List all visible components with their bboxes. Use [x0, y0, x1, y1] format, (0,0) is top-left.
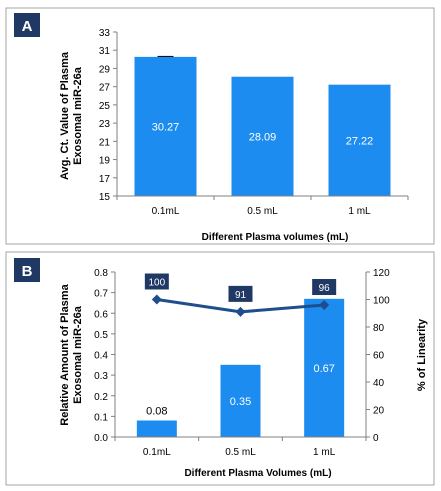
line-marker: [151, 294, 162, 305]
panel-a-y-axis-title-line1: Avg. Ct. Value of Plasma: [59, 51, 71, 180]
y2-tick-label: 20: [373, 406, 385, 417]
panel-a-x-axis-title: Different Plasma volumes (mL): [202, 232, 349, 243]
x-tick-label: 1 mL: [313, 447, 336, 458]
y2-tick-label: 60: [373, 351, 385, 362]
y-tick-label: 21: [99, 137, 111, 148]
y-tick-label: 25: [99, 101, 111, 112]
panel-b-y2-axis-title: % of Linearity: [416, 318, 428, 391]
line-data-label: 96: [319, 283, 331, 294]
panel-a-plot-area: 30.27 0.1mL 28.09 0.5 mL 27.22 1 mL 15 17 19 21 23…: [99, 28, 409, 217]
x-tick-label: 0.5 mL: [247, 206, 278, 217]
y-tick-label: 33: [99, 28, 111, 39]
panel-b-y-axis-title-line2: Exosomal miR-26a: [72, 305, 84, 404]
bar: [328, 84, 391, 196]
line-data-label: 91: [235, 290, 247, 301]
x-tick-label: 0.1mL: [143, 447, 171, 458]
panel-a-y-axis-title-line2: Exosomal miR-26a: [72, 66, 84, 165]
y-tick-label: 31: [99, 46, 111, 57]
y2-tick-label: 40: [373, 378, 385, 389]
y-tick-label: 0.8: [94, 268, 108, 279]
data-label: 0.08: [146, 406, 167, 418]
data-label: 0.67: [313, 363, 334, 375]
line-label-box: [228, 285, 253, 302]
y-tick-label: 0.7: [94, 289, 108, 300]
x-tick-label: 0.5 mL: [225, 447, 256, 458]
y2-tick-label: 0: [373, 433, 379, 444]
x-tick-label: 1 mL: [348, 206, 371, 217]
y-tick-label: 0.1: [94, 412, 108, 423]
line-label-box: [144, 273, 169, 290]
panel-a: A 30.27 0.1mL 28.09 0.5 mL 27.22 1 mL 15 17 19 21…: [5, 7, 435, 245]
panel-b-x-axis-title: Different Plasma Volumes (mL): [184, 468, 331, 479]
panel-b-badge: [14, 258, 40, 282]
bar: [304, 298, 345, 437]
bar: [220, 364, 261, 437]
panel-b-plot-area: 0.08 0.1mL 0.35 0.5 mL 0.67 1 mL 100 91 96 0.0 0.1…: [94, 268, 390, 458]
line-marker: [319, 300, 330, 310]
y-tick-label: 0.4: [94, 351, 108, 362]
y-tick-label: 0.3: [94, 371, 108, 382]
data-label: 27.22: [346, 135, 374, 147]
y-tick-label: 27: [99, 83, 111, 94]
panel-a-badge: [14, 13, 40, 37]
line-label-box: [312, 279, 337, 295]
data-label: 30.27: [152, 121, 180, 133]
data-label: 0.35: [230, 396, 251, 408]
x-tick-label: 0.1mL: [152, 206, 180, 217]
y-tick-label: 23: [99, 119, 111, 130]
y-tick-label: 0.6: [94, 309, 108, 320]
bar: [136, 420, 177, 437]
bar: [231, 76, 294, 196]
panel-b-border: [5, 251, 435, 486]
y-tick-label: 29: [99, 64, 111, 75]
panel-b-badge-label: B: [22, 263, 33, 280]
y2-tick-label: 120: [373, 268, 390, 279]
y-tick-label: 0.2: [94, 392, 108, 403]
panel-b-y-axis-title-line1: Relative Amount of Plasma: [59, 283, 71, 425]
y2-tick-label: 100: [373, 296, 390, 307]
y-tick-label: 15: [99, 192, 111, 203]
panel-a-badge-label: A: [22, 18, 33, 35]
y-tick-label: 0.5: [94, 330, 108, 341]
y-tick-label: 0.0: [94, 433, 108, 444]
y-tick-label: 17: [99, 174, 111, 185]
line-marker: [235, 306, 246, 317]
data-label: 28.09: [249, 131, 277, 143]
y2-tick-label: 80: [373, 323, 385, 334]
line-data-label: 100: [148, 278, 165, 289]
bar: [134, 56, 197, 196]
y-tick-label: 19: [99, 156, 111, 167]
